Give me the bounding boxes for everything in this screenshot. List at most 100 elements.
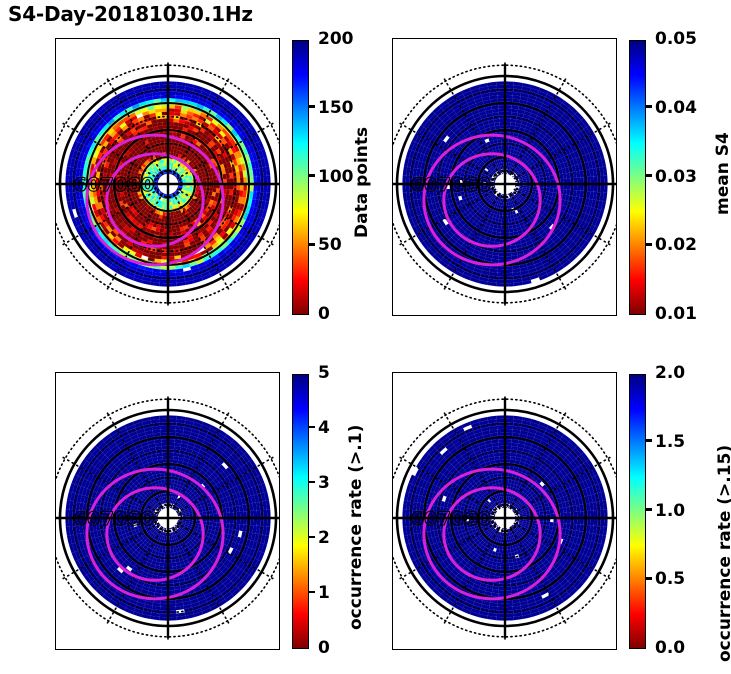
- tick-label: 5: [318, 363, 330, 383]
- tick-label: 1.0: [655, 500, 686, 521]
- colorbar-tick: 3: [309, 475, 330, 492]
- latitude-tick-labels: 60 70 80: [73, 507, 155, 530]
- colorbar-label-occurrence-point15: occurrence rate (>.15): [715, 444, 731, 662]
- tick-dash: [309, 105, 315, 109]
- tick-label: 0: [318, 638, 330, 658]
- colorbar-occurrence-point15: [629, 374, 646, 649]
- colorbar-tick: 2.0: [646, 365, 685, 382]
- svg-text:70: 70: [101, 508, 127, 530]
- panel-occurrence-rate-gt-point15: 60 70 80: [392, 372, 617, 650]
- colorbar-data-points: [292, 40, 309, 315]
- colorbar-tick: 0.5: [646, 571, 685, 588]
- polar-plot-occurrence-point1: 60 70 80: [56, 373, 279, 649]
- principal-axes: [56, 397, 279, 639]
- colorbar-tick: 0.05: [646, 31, 697, 48]
- polar-axes-occurrence-point1: 60 70 80: [55, 372, 280, 650]
- svg-text:70: 70: [438, 508, 464, 530]
- colorbar-tick: 150: [309, 97, 354, 118]
- tick-dash: [646, 646, 652, 649]
- colorbar-label-data-points: Data points: [352, 126, 372, 238]
- colorbar-tick: 1.0: [646, 500, 686, 521]
- tick-dash: [309, 242, 315, 246]
- panel-mean-s4: 60 70 80: [392, 38, 617, 316]
- tick-label: 2.0: [655, 363, 686, 383]
- tick-dash: [646, 439, 652, 443]
- colorbar-tick: 0: [309, 640, 330, 657]
- tick-label: 1.5: [655, 431, 686, 452]
- tick-label: 3: [318, 473, 330, 493]
- magnetic-latitude-contours: [85, 467, 225, 601]
- tick-label: 200: [318, 29, 354, 49]
- svg-text:80: 80: [465, 174, 491, 196]
- colorbar-tick: 0: [309, 306, 330, 323]
- tick-dash: [309, 174, 315, 177]
- svg-text:70: 70: [438, 174, 464, 196]
- svg-text:60: 60: [74, 174, 100, 196]
- tick-label: 0.05: [655, 29, 697, 49]
- colorbar-tick: 50: [309, 237, 342, 254]
- colorbar-tick: 200: [309, 31, 354, 48]
- figure-title: S4-Day-20181030.1Hz: [8, 2, 253, 26]
- polar-axes-mean-s4: 60 70 80: [392, 38, 617, 316]
- magnetic-latitude-contours: [422, 133, 562, 267]
- principal-axes: [393, 397, 616, 639]
- colorbar-label-mean-s4: mean S4: [713, 132, 731, 215]
- latitude-tick-labels: 60 70 80: [410, 173, 492, 196]
- tick-label: 1: [318, 583, 330, 603]
- tick-label: 50: [318, 235, 342, 256]
- tick-label: 0.0: [655, 638, 686, 658]
- colorbar-tick: 4: [309, 420, 330, 437]
- panel-data-points: 60 70 80: [55, 38, 280, 316]
- colorbar-occurrence-point1: [292, 374, 309, 649]
- tick-dash: [309, 37, 315, 40]
- tick-label: 0.01: [655, 304, 697, 324]
- tick-label: 0.04: [655, 97, 697, 118]
- svg-text:70: 70: [101, 174, 127, 196]
- svg-text:60: 60: [411, 508, 437, 530]
- latitude-tick-labels: 60 70 80: [410, 507, 492, 530]
- svg-text:80: 80: [128, 508, 154, 530]
- colorbar-tick: 2: [309, 530, 330, 547]
- colorbar-tick: 1: [309, 585, 330, 602]
- colorbar-mean-s4: [629, 40, 646, 315]
- tick-dash: [309, 425, 315, 429]
- tick-label: 150: [318, 97, 354, 118]
- tick-label: 0.02: [655, 235, 697, 256]
- colorbar-tick: 0.01: [646, 306, 697, 323]
- tick-dash: [309, 646, 315, 649]
- tick-dash: [309, 480, 315, 484]
- tick-dash: [309, 535, 315, 539]
- magnetic-latitude-contours: [85, 133, 225, 267]
- svg-text:80: 80: [128, 174, 154, 196]
- tick-dash: [646, 37, 652, 40]
- colorbar-tick: 0.04: [646, 97, 697, 118]
- colorbar-label-occurrence-point1: occurrence rate (>.1): [346, 424, 366, 630]
- tick-dash: [646, 371, 652, 374]
- latitude-tick-labels: 60 70 80: [73, 173, 155, 196]
- polar-axes-occurrence-point15: 60 70 80: [392, 372, 617, 650]
- tick-dash: [646, 312, 652, 315]
- principal-axes: [56, 63, 279, 305]
- polar-plot-data-points: 60 70 80: [56, 39, 279, 315]
- magnetic-latitude-contours: [422, 467, 562, 601]
- colorbar-tick: 0.03: [646, 166, 697, 187]
- tick-label: 4: [318, 418, 330, 438]
- tick-label: 0.03: [655, 166, 697, 187]
- tick-dash: [309, 371, 315, 374]
- svg-text:60: 60: [74, 508, 100, 530]
- tick-dash: [646, 174, 652, 177]
- colorbar-tick: 1.5: [646, 431, 686, 452]
- tick-dash: [309, 312, 315, 315]
- svg-text:60: 60: [411, 174, 437, 196]
- tick-label: 0.5: [655, 569, 686, 590]
- colorbar-tick: 0.0: [646, 640, 685, 657]
- tick-label: 100: [318, 166, 354, 187]
- tick-label: 0: [318, 304, 330, 324]
- tick-dash: [646, 105, 652, 109]
- tick-dash: [646, 508, 652, 511]
- polar-axes-data-points: 60 70 80: [55, 38, 280, 316]
- colorbar-tick: 0.02: [646, 237, 697, 254]
- colorbar-tick: 5: [309, 365, 330, 382]
- panel-occurrence-rate-gt-point1: 60 70 80: [55, 372, 280, 650]
